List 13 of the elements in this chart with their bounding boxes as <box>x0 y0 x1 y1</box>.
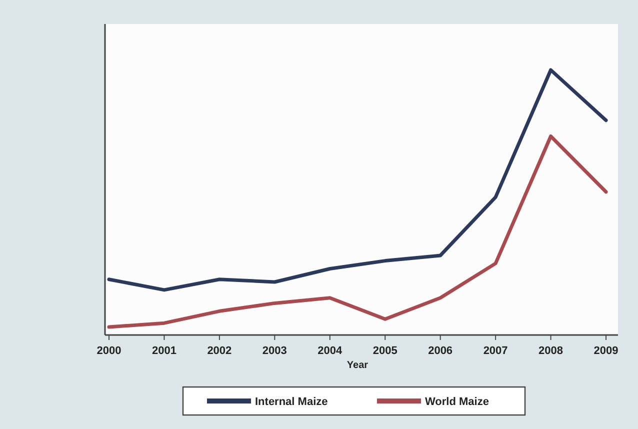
x-tick-label: 2006 <box>428 345 453 357</box>
x-tick-label: 2008 <box>538 345 564 357</box>
legend-label: World Maize <box>425 396 489 408</box>
x-tick-label: 2003 <box>262 345 287 357</box>
x-axis-title: Year <box>346 360 368 371</box>
x-tick-label: 2005 <box>372 345 398 357</box>
legend-label: Internal Maize <box>255 396 328 408</box>
x-tick-label: 2004 <box>318 345 343 357</box>
x-tick-label: 2002 <box>207 345 232 357</box>
x-tick-label: 2000 <box>96 345 122 357</box>
x-tick-label: 2009 <box>594 345 618 357</box>
x-tick-label: 2001 <box>152 345 176 357</box>
x-tick-label: 2007 <box>483 345 508 357</box>
